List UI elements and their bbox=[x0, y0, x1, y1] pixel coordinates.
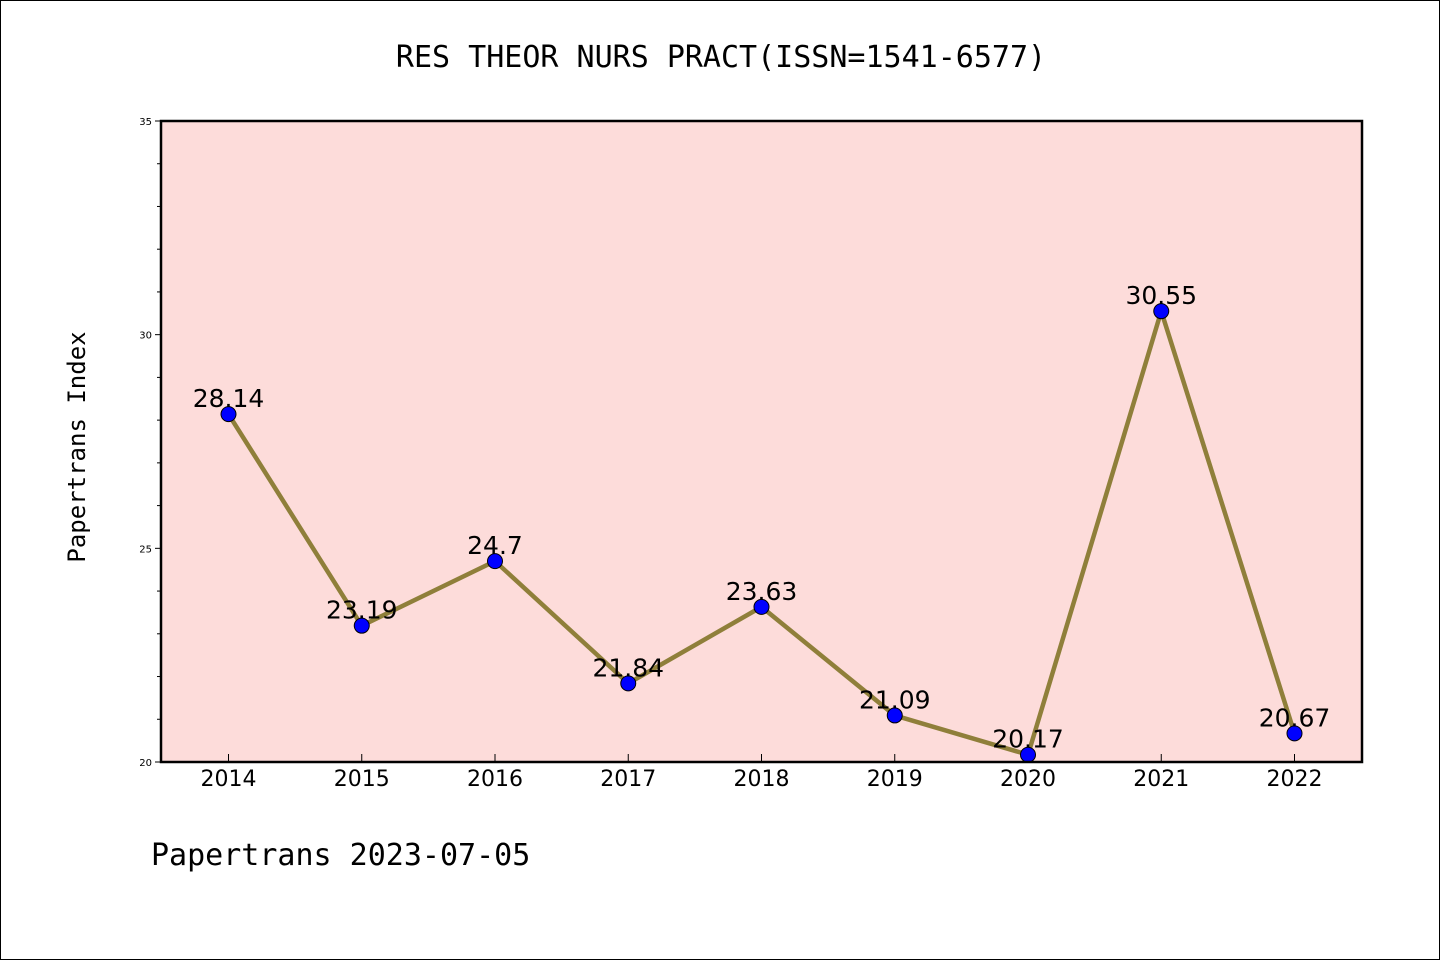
data-label: 24.7 bbox=[467, 531, 523, 560]
x-tick-label: 2016 bbox=[467, 767, 523, 792]
x-tick-label: 2019 bbox=[867, 767, 923, 792]
series-group: 28.14 23.19 24.7 21.84 23.63 21.09 20.17 30.55 2… bbox=[193, 281, 1331, 763]
data-point bbox=[353, 617, 370, 634]
y-axis: 20 25 30 35 bbox=[139, 117, 161, 769]
data-point bbox=[487, 553, 503, 570]
x-tick-label: 2020 bbox=[1000, 767, 1056, 792]
chart-title: RES THEOR NURS PRACT(ISSN=1541-6577) bbox=[396, 40, 1046, 75]
data-point bbox=[1153, 303, 1170, 320]
x-tick-label: 2017 bbox=[600, 767, 656, 792]
data-point bbox=[753, 598, 770, 615]
x-tick-label: 2015 bbox=[334, 767, 390, 792]
data-point bbox=[620, 675, 637, 692]
data-label: 28.14 bbox=[193, 384, 265, 413]
data-label: 30.55 bbox=[1125, 281, 1197, 310]
y-tick-label: 30 bbox=[139, 331, 152, 342]
x-tick-label: 2022 bbox=[1267, 767, 1323, 792]
data-label: 23.19 bbox=[326, 596, 398, 625]
y-tick-label: 25 bbox=[139, 544, 152, 555]
data-point bbox=[220, 406, 237, 423]
plot-area bbox=[161, 121, 1362, 762]
x-tick-label: 2014 bbox=[201, 767, 257, 792]
data-point bbox=[886, 707, 903, 724]
y-tick-label: 35 bbox=[139, 117, 152, 128]
data-label: 21.84 bbox=[592, 653, 664, 682]
footer-text: Papertrans 2023-07-05 bbox=[151, 838, 530, 873]
data-label: 21.09 bbox=[859, 685, 931, 714]
data-label: 20.67 bbox=[1259, 703, 1331, 732]
data-label: 20.17 bbox=[992, 725, 1064, 754]
x-tick-label: 2018 bbox=[734, 767, 790, 792]
plot-frame bbox=[159, 119, 1364, 764]
x-axis: 2014 2015 2016 2017 2018 2019 2020 2021 2022 bbox=[201, 754, 1323, 792]
x-tick-label: 2021 bbox=[1133, 767, 1189, 792]
data-point bbox=[1286, 725, 1303, 742]
data-label: 23.63 bbox=[726, 577, 798, 606]
y-tick-label: 20 bbox=[139, 758, 152, 769]
y-axis-label: Papertrans Index bbox=[63, 331, 91, 562]
